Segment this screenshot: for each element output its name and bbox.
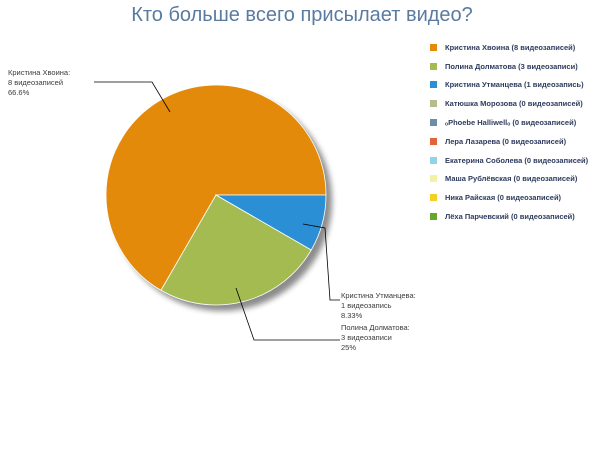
legend-swatch bbox=[430, 62, 437, 70]
legend-label: Лёха Парчевский (0 видеозаписей) bbox=[445, 212, 575, 222]
legend-item: Лера Лазарева (0 видеозаписей) bbox=[430, 132, 588, 151]
legend-swatch bbox=[430, 213, 437, 221]
legend-label: Лера Лазарева (0 видеозаписей) bbox=[445, 136, 567, 146]
legend-item: Маша Рублёвская (0 видеозаписей) bbox=[430, 170, 588, 189]
legend-item: Полина Долматова (3 видеозаписи) bbox=[430, 57, 588, 76]
legend-item: Кристина Хвоина (8 видеозаписей) bbox=[430, 38, 588, 57]
chart-title: Кто больше всего присылает видео? bbox=[131, 4, 473, 26]
slice-label-percent: 66.6% bbox=[8, 88, 30, 97]
legend-item: ₒPhoebe Halliwellₒ (0 видеозаписей) bbox=[430, 113, 588, 132]
slice-label-count: 1 видеозапись bbox=[341, 301, 392, 310]
legend-item: Лёха Парчевский (0 видеозаписей) bbox=[430, 207, 588, 226]
slice-label-count: 8 видеозаписей bbox=[8, 78, 64, 87]
pie-slice-2 bbox=[214, 194, 327, 251]
legend-swatch bbox=[430, 175, 437, 183]
legend-item: Катюшка Морозова (0 видеозаписей) bbox=[430, 94, 588, 113]
slice-label-name: Кристина Утманцева: bbox=[341, 291, 416, 300]
slice-label-utmantseva: Кристина Утманцева: 1 видеозапись 8.33% bbox=[341, 291, 416, 321]
legend-item: Ника Райская (0 видеозаписей) bbox=[430, 188, 588, 207]
leader-line-2 bbox=[302, 223, 340, 301]
slice-label-khvoina: Кристина Хвоина: 8 видеозаписей 66.6% bbox=[8, 68, 70, 98]
slice-label-count: 3 видеозаписи bbox=[341, 333, 392, 342]
slice-label-percent: 8.33% bbox=[341, 311, 363, 320]
chart-legend: Кристина Хвоина (8 видеозаписей) Полина … bbox=[430, 38, 588, 226]
leader-line-0 bbox=[94, 81, 171, 113]
legend-label: Полина Долматова (3 видеозаписи) bbox=[445, 61, 578, 71]
legend-swatch bbox=[430, 119, 437, 127]
legend-label: Кристина Утманцева (1 видеозапись) bbox=[445, 80, 584, 90]
legend-item: Екатерина Соболева (0 видеозаписей) bbox=[430, 151, 588, 170]
legend-label: Катюшка Морозова (0 видеозаписей) bbox=[445, 99, 583, 109]
slice-label-name: Полина Долматова: bbox=[341, 323, 410, 332]
legend-swatch bbox=[430, 100, 437, 108]
pie-slice-1 bbox=[160, 194, 312, 306]
legend-label: Екатерина Соболева (0 видеозаписей) bbox=[445, 155, 589, 165]
legend-label: ₒPhoebe Halliwellₒ (0 видеозаписей) bbox=[445, 118, 577, 128]
legend-swatch bbox=[430, 137, 437, 145]
legend-label: Кристина Хвоина (8 видеозаписей) bbox=[445, 42, 576, 52]
pie-slice-0 bbox=[105, 84, 327, 291]
legend-label: Ника Райская (0 видеозаписей) bbox=[445, 193, 562, 203]
slice-label-dolmatova: Полина Долматова: 3 видеозаписи 25% bbox=[341, 323, 410, 353]
legend-swatch bbox=[430, 156, 437, 164]
legend-label: Маша Рублёвская (0 видеозаписей) bbox=[445, 174, 578, 184]
slice-label-name: Кристина Хвоина: bbox=[8, 68, 71, 77]
legend-swatch bbox=[430, 81, 437, 89]
legend-swatch bbox=[430, 43, 437, 51]
legend-item: Кристина Утманцева (1 видеозапись) bbox=[430, 76, 588, 95]
leader-line-1 bbox=[235, 287, 340, 341]
legend-swatch bbox=[430, 194, 437, 202]
slice-label-percent: 25% bbox=[341, 343, 357, 352]
